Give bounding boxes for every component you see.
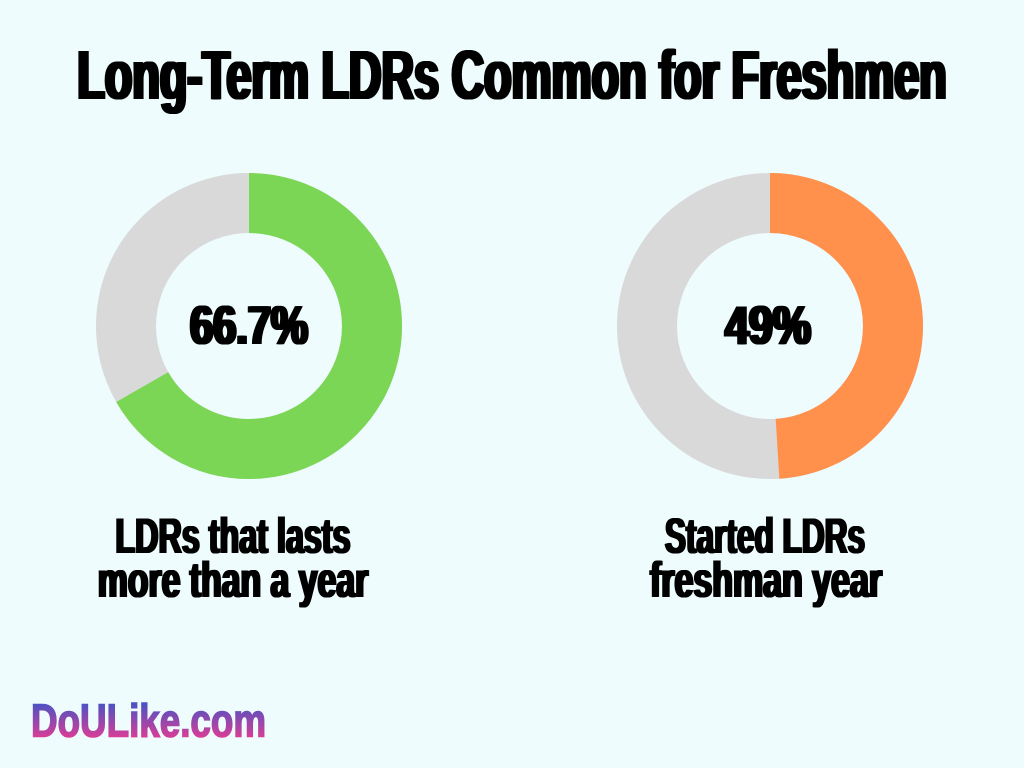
svg-text:DoULike.com: DoULike.com bbox=[31, 698, 266, 746]
